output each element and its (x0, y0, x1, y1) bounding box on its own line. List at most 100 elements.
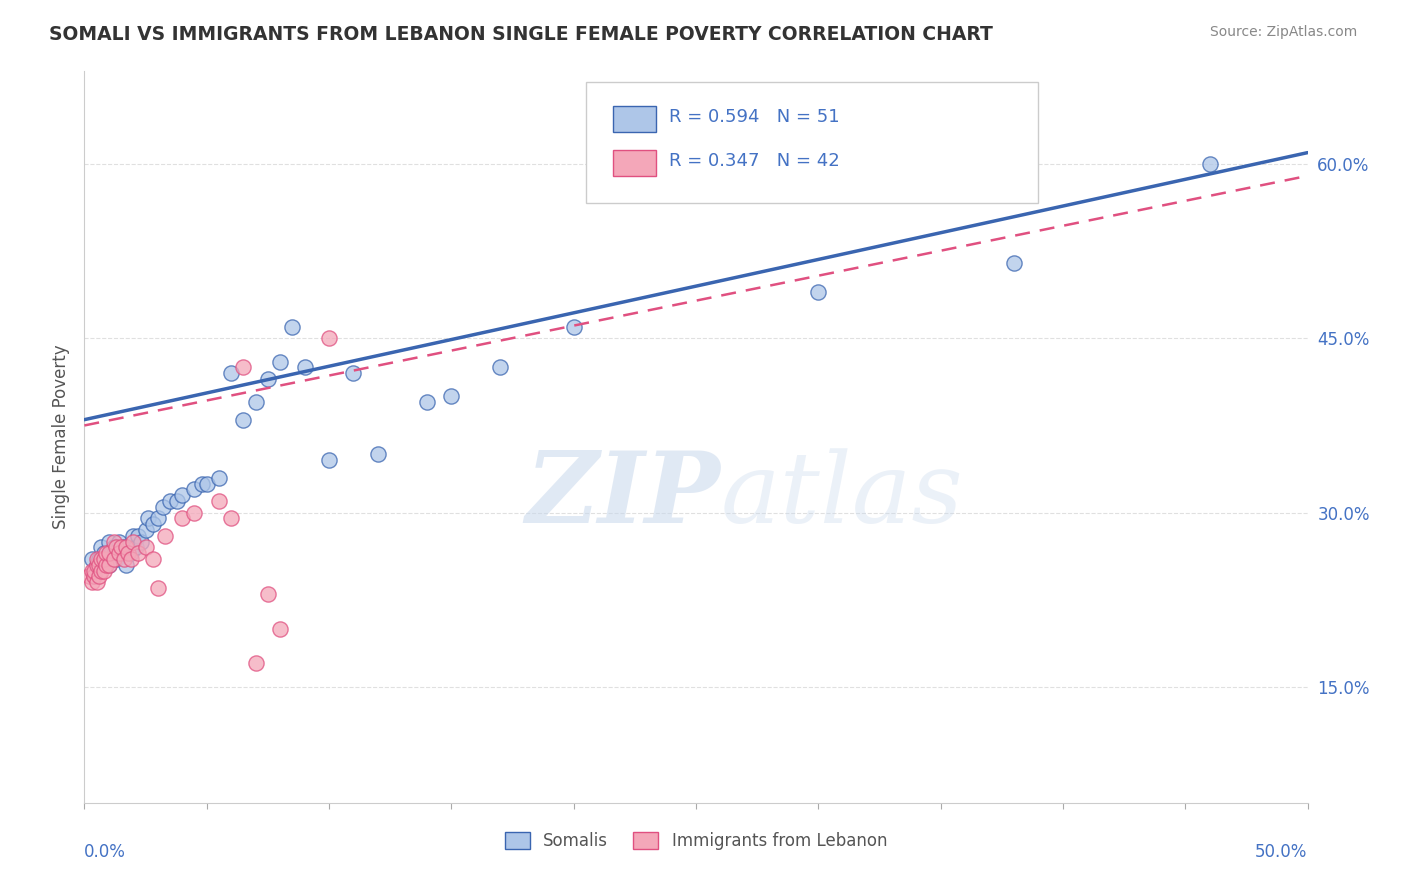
Point (489, 360, 512, 375)
Point (120, 552, 142, 566)
Point (208, 471, 231, 485)
Point (127, 546, 149, 560)
Point (125, 541, 148, 555)
Point (86, 558, 108, 572)
Point (93, 546, 115, 560)
Point (90, 552, 112, 566)
Point (232, 412, 254, 426)
Point (172, 511, 194, 525)
Point (342, 366, 364, 380)
Point (142, 517, 165, 532)
Text: SOMALI VS IMMIGRANTS FROM LEBANON SINGLE FEMALE POVERTY CORRELATION CHART: SOMALI VS IMMIGRANTS FROM LEBANON SINGLE… (49, 25, 993, 44)
Point (103, 534, 125, 549)
Y-axis label: Single Female Poverty: Single Female Poverty (52, 345, 70, 529)
FancyBboxPatch shape (586, 82, 1039, 203)
Point (107, 534, 129, 549)
Point (127, 529, 149, 543)
Point (115, 558, 138, 572)
Point (232, 360, 254, 375)
Point (318, 331, 340, 345)
Legend: Somalis, Immigrants from Lebanon: Somalis, Immigrants from Lebanon (498, 825, 894, 856)
Point (269, 354, 291, 368)
Point (440, 389, 463, 403)
Point (80, 564, 103, 578)
Point (93, 564, 115, 578)
Point (87, 552, 110, 566)
Point (219, 511, 242, 525)
Point (96, 552, 118, 566)
Point (1198, 157, 1220, 171)
Point (105, 552, 128, 566)
Point (83, 569, 105, 583)
Point (208, 494, 231, 508)
Point (172, 488, 194, 502)
Point (107, 546, 129, 560)
Point (416, 395, 439, 409)
Point (103, 552, 125, 566)
Point (183, 483, 205, 497)
Text: 0.0%: 0.0% (84, 843, 127, 861)
FancyBboxPatch shape (613, 151, 655, 176)
Point (96, 558, 118, 572)
Point (93, 552, 115, 566)
Point (83, 569, 105, 583)
Point (166, 494, 188, 508)
Point (269, 622, 291, 636)
Point (86, 552, 108, 566)
Point (367, 448, 389, 462)
Point (135, 541, 157, 555)
Point (87, 558, 110, 572)
Point (117, 541, 139, 555)
Point (97, 546, 120, 560)
Point (281, 319, 304, 334)
Point (115, 541, 138, 555)
Point (112, 552, 135, 566)
Point (807, 285, 830, 299)
Point (86, 558, 108, 572)
Point (195, 476, 218, 491)
Point (97, 534, 120, 549)
Point (122, 529, 145, 543)
Point (83, 564, 105, 578)
Text: ZIP: ZIP (526, 448, 720, 544)
Point (117, 546, 139, 560)
Point (159, 494, 181, 508)
Point (80, 552, 103, 566)
Point (245, 395, 267, 409)
Text: R = 0.347   N = 42: R = 0.347 N = 42 (669, 153, 839, 170)
Point (110, 546, 132, 560)
Point (257, 587, 280, 601)
Point (100, 546, 122, 560)
Point (146, 581, 169, 595)
Point (80, 575, 103, 590)
Point (294, 360, 316, 375)
Point (219, 366, 242, 380)
Point (245, 657, 267, 671)
Point (96, 546, 118, 560)
Point (146, 511, 169, 525)
Point (90, 541, 112, 555)
Point (77, 569, 100, 583)
Point (318, 453, 340, 467)
Point (112, 541, 135, 555)
Point (1002, 256, 1025, 270)
Point (90, 564, 112, 578)
Point (183, 506, 205, 520)
Point (87, 569, 110, 583)
Point (152, 500, 174, 514)
Point (97, 558, 120, 572)
Point (142, 552, 165, 566)
Point (129, 534, 152, 549)
Point (120, 546, 142, 560)
Point (110, 541, 132, 555)
Point (191, 476, 214, 491)
Point (97, 558, 120, 572)
Point (257, 372, 280, 386)
Point (122, 534, 145, 549)
Text: atlas: atlas (720, 448, 963, 543)
Point (136, 511, 159, 525)
Point (86, 575, 108, 590)
Point (105, 541, 128, 555)
Point (562, 319, 585, 334)
FancyBboxPatch shape (613, 106, 655, 132)
